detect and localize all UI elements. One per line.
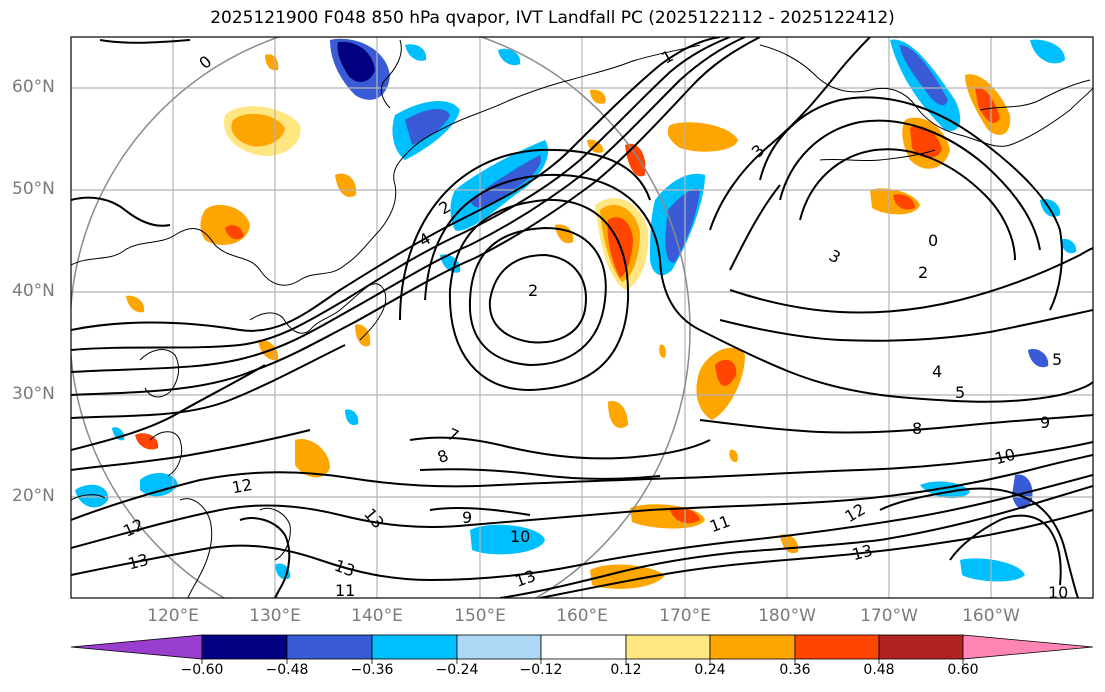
contour-label: 13 bbox=[850, 541, 875, 565]
colorbar-segment bbox=[625, 634, 711, 660]
longitude-label: 150°E bbox=[454, 606, 506, 626]
coastlines bbox=[71, 39, 1093, 598]
latitude-label: 30°N bbox=[12, 384, 55, 404]
colorbar-segment bbox=[794, 634, 880, 660]
colorbar-tick-label: 0.60 bbox=[947, 662, 979, 678]
contour-label: 10 bbox=[993, 445, 1018, 469]
latitude-label: 40°N bbox=[12, 281, 55, 301]
contour-label: 5 bbox=[1052, 350, 1062, 369]
map-frame bbox=[70, 36, 1094, 599]
longitude-label: 120°E bbox=[147, 606, 199, 626]
contour-label: 5 bbox=[955, 383, 965, 402]
colorbar-tick-label: −0.12 bbox=[519, 662, 563, 678]
colorbar-segment bbox=[456, 634, 542, 660]
contour-label: 2 bbox=[528, 281, 538, 300]
colorbar-tick-label: 0.48 bbox=[863, 662, 895, 678]
colorbar-segment bbox=[201, 634, 288, 660]
colorbar-segment bbox=[286, 634, 373, 660]
longitude-label: 160°E bbox=[556, 606, 608, 626]
contour-label: 12 bbox=[230, 475, 253, 497]
colorbar-tick-label: 0.12 bbox=[610, 662, 642, 678]
latitude-label: 50°N bbox=[12, 179, 55, 199]
contour-label: 13 bbox=[126, 550, 151, 574]
longitude-label: 160°W bbox=[962, 606, 1020, 626]
colorbar-tick-label: 0.24 bbox=[694, 662, 726, 678]
contour-label: 9 bbox=[1040, 413, 1050, 432]
contour-label: 9 bbox=[462, 508, 472, 527]
colorbar-extend-low bbox=[70, 634, 203, 660]
longitude-label: 140°E bbox=[351, 606, 403, 626]
colorbar-tick-label: −0.48 bbox=[265, 662, 309, 678]
colorbar-segment bbox=[371, 634, 458, 660]
longitude-label: 170°E bbox=[659, 606, 711, 626]
ivt-contours bbox=[71, 37, 1093, 598]
colorbar-tick-label: −0.60 bbox=[180, 662, 224, 678]
map-title: 2025121900 F048 850 hPa qvapor, IVT Land… bbox=[210, 8, 895, 28]
contour-label: 10 bbox=[510, 527, 530, 546]
colorbar-tick-label: −0.36 bbox=[350, 662, 394, 678]
contour-label: 8 bbox=[912, 419, 922, 438]
colorbar-tick-label: 0.36 bbox=[779, 662, 811, 678]
longitude-label: 130°E bbox=[249, 606, 301, 626]
positive-anomaly-shading bbox=[126, 54, 1011, 589]
contour-label: 10 bbox=[1048, 583, 1068, 602]
contour-label: 4 bbox=[932, 362, 942, 381]
range-ring bbox=[71, 37, 691, 598]
contour-label: 11 bbox=[335, 581, 355, 600]
contour-label: 0 bbox=[928, 231, 938, 250]
colorbar-segment bbox=[878, 634, 964, 660]
contour-label: 2 bbox=[918, 263, 928, 282]
colorbar-tick-label: −0.24 bbox=[435, 662, 479, 678]
colorbar-extend-high bbox=[962, 634, 1094, 660]
latitude-label: 20°N bbox=[12, 486, 55, 506]
longitude-label: 170°W bbox=[860, 606, 918, 626]
longitude-label: 180°W bbox=[758, 606, 816, 626]
latitude-label: 60°N bbox=[12, 77, 55, 97]
colorbar bbox=[70, 634, 1094, 664]
colorbar-segment bbox=[709, 634, 796, 660]
colorbar-segment bbox=[540, 634, 627, 660]
